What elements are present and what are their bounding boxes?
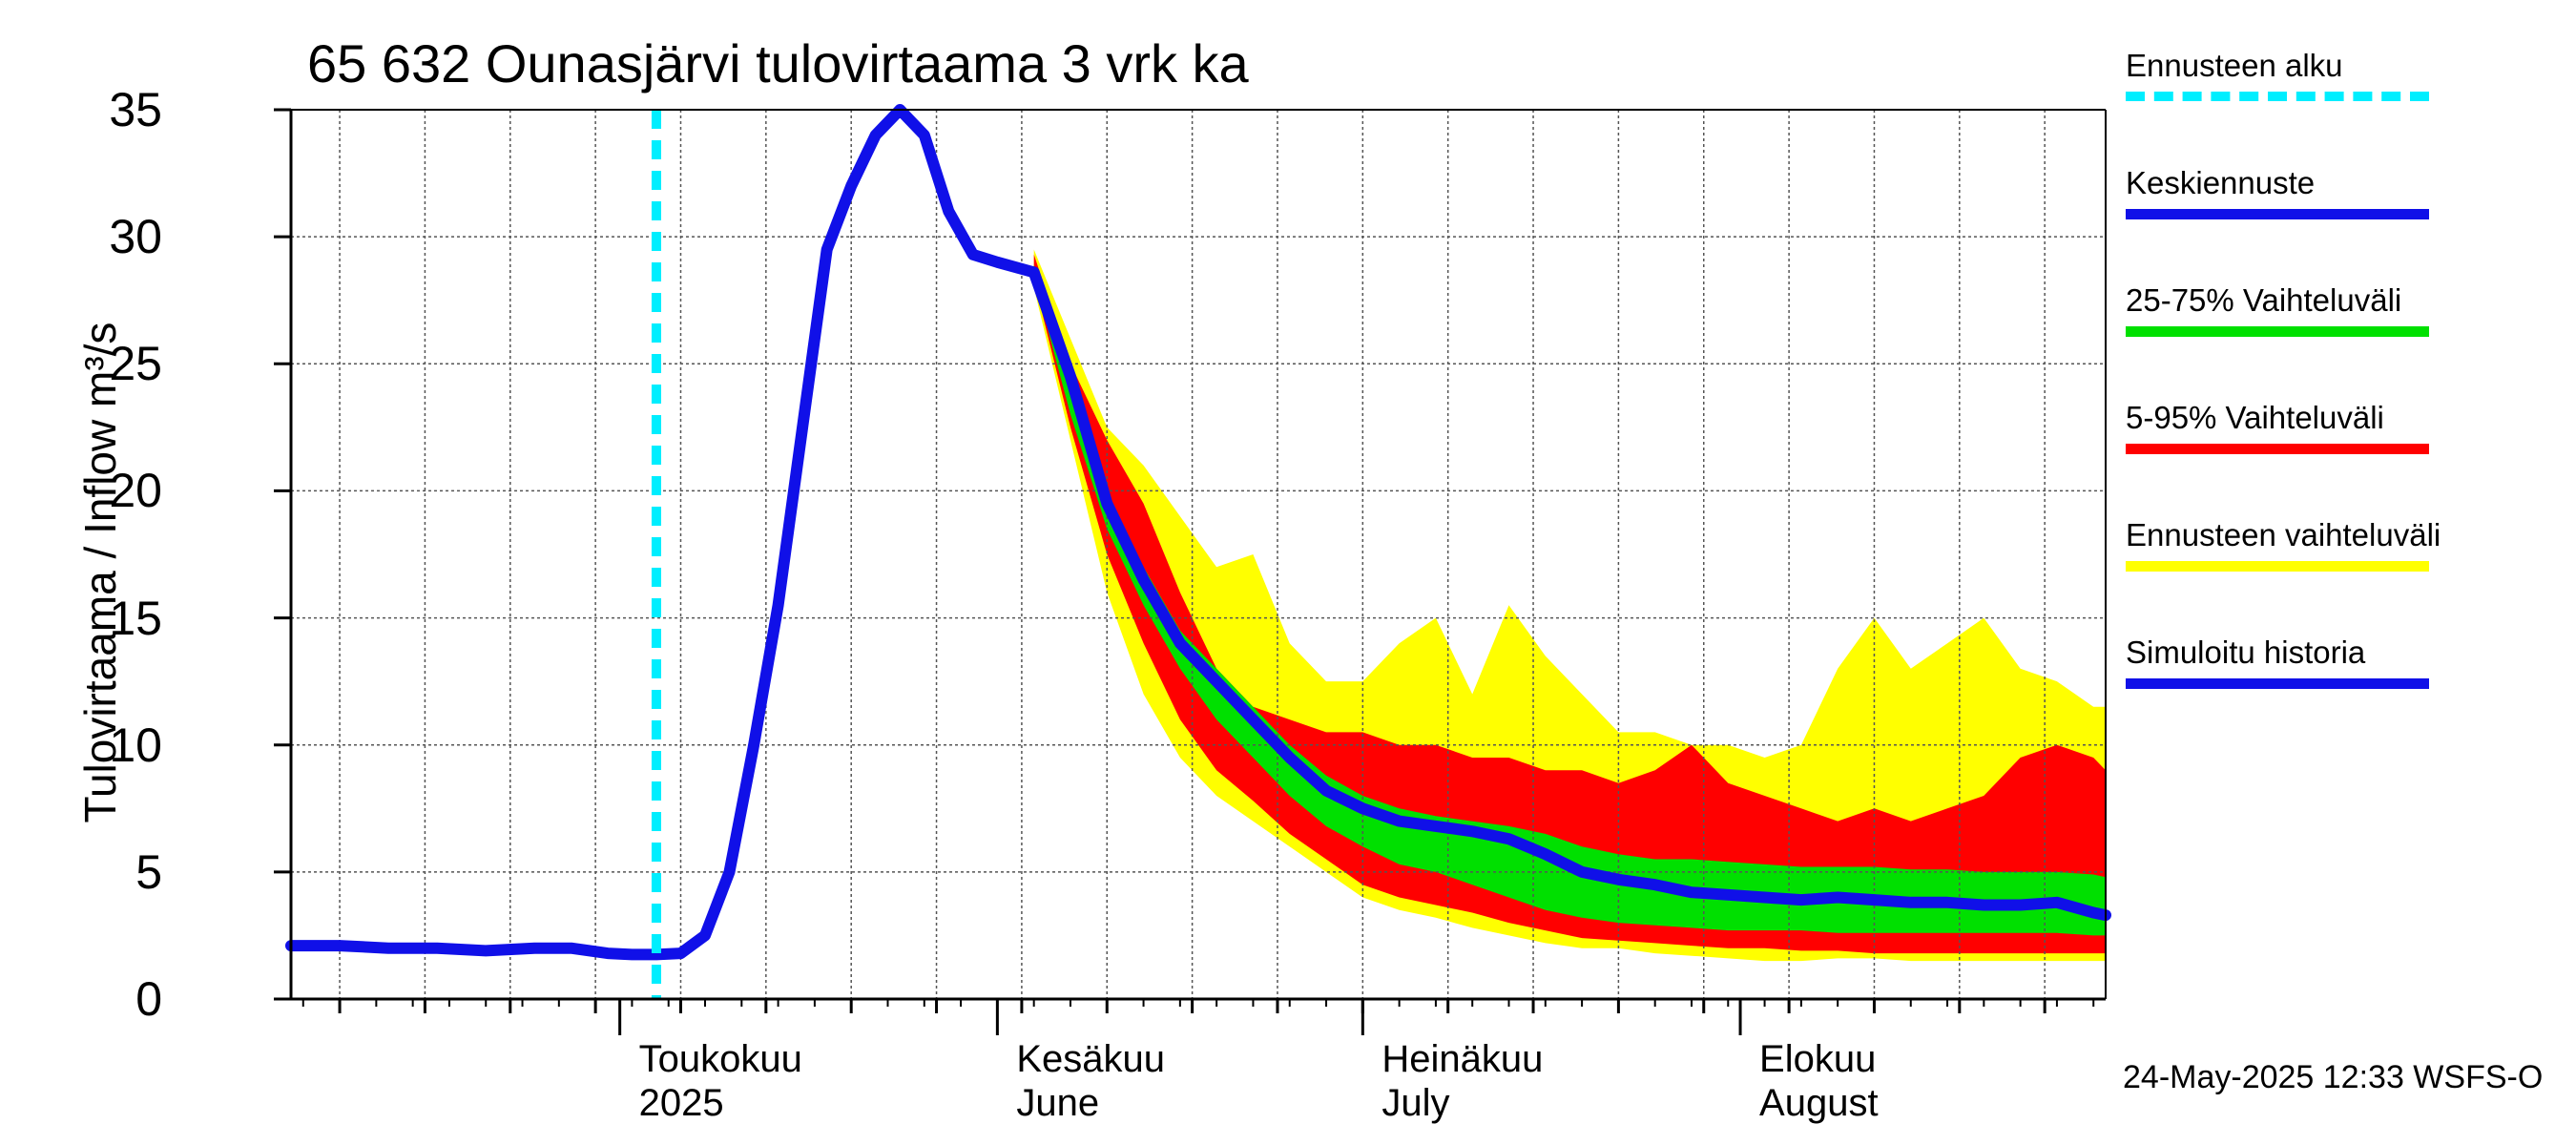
y-tick-label: 30 <box>109 210 162 264</box>
chart-title: 65 632 Ounasjärvi tulovirtaama 3 vrk ka <box>307 33 1249 94</box>
legend-item-25-75-band: 25-75% Vaihteluväli <box>2126 282 2441 400</box>
legend-item-simulated-history: Simuloitu historia <box>2126 635 2441 752</box>
y-tick-label: 5 <box>135 844 162 899</box>
x-month-label: Kesäkuu June <box>1016 1037 1165 1125</box>
legend-item-forecast-start: Ennusteen alku <box>2126 48 2441 165</box>
legend-swatch <box>2126 209 2429 219</box>
legend-item-forecast-range: Ennusteen vaihteluväli <box>2126 517 2441 635</box>
legend-swatch <box>2126 92 2429 101</box>
month-label-line1: Toukokuu <box>638 1038 802 1080</box>
month-label-line2: August <box>1759 1082 1879 1124</box>
month-label-line1: Kesäkuu <box>1016 1038 1166 1080</box>
month-label-line1: Heinäkuu <box>1381 1038 1544 1080</box>
y-tick-label: 25 <box>109 337 162 391</box>
legend-label: Ennusteen alku <box>2126 48 2343 83</box>
y-tick-label: 35 <box>109 83 162 136</box>
x-month-label: Toukokuu 2025 <box>639 1037 802 1125</box>
month-label-line1: Elokuu <box>1759 1038 1877 1080</box>
legend-label: 5-95% Vaihteluväli <box>2126 400 2384 435</box>
legend-item-median-forecast: Keskiennuste <box>2126 165 2441 282</box>
month-label-line2: 2025 <box>638 1082 724 1124</box>
simulated-history-line <box>285 104 1040 961</box>
legend-label: Simuloitu historia <box>2126 635 2366 670</box>
month-label-line2: July <box>1381 1082 1450 1124</box>
legend-swatch <box>2126 678 2429 689</box>
legend-swatch <box>2126 444 2429 454</box>
x-month-label: Heinäkuu July <box>1381 1037 1543 1125</box>
legend-swatch <box>2126 561 2429 572</box>
y-tick-label: 15 <box>109 591 162 645</box>
legend-swatch <box>2126 326 2429 337</box>
x-month-label: Elokuu August <box>1759 1037 1879 1125</box>
legend-item-5-95-band: 5-95% Vaihteluväli <box>2126 400 2441 517</box>
y-tick-label: 20 <box>109 464 162 518</box>
legend: Ennusteen alku Keskiennuste 25-75% Vaiht… <box>2126 48 2441 752</box>
month-label-line2: June <box>1016 1082 1100 1124</box>
y-tick-label: 0 <box>135 972 162 1026</box>
timestamp-footer: 24-May-2025 12:33 WSFS-O <box>2123 1059 2544 1095</box>
y-tick-label: 10 <box>109 718 162 772</box>
legend-label: Keskiennuste <box>2126 165 2316 200</box>
legend-label: Ennusteen vaihteluväli <box>2126 517 2441 552</box>
legend-label: 25-75% Vaihteluväli <box>2126 282 2402 318</box>
median-forecast-line <box>1028 266 2111 922</box>
